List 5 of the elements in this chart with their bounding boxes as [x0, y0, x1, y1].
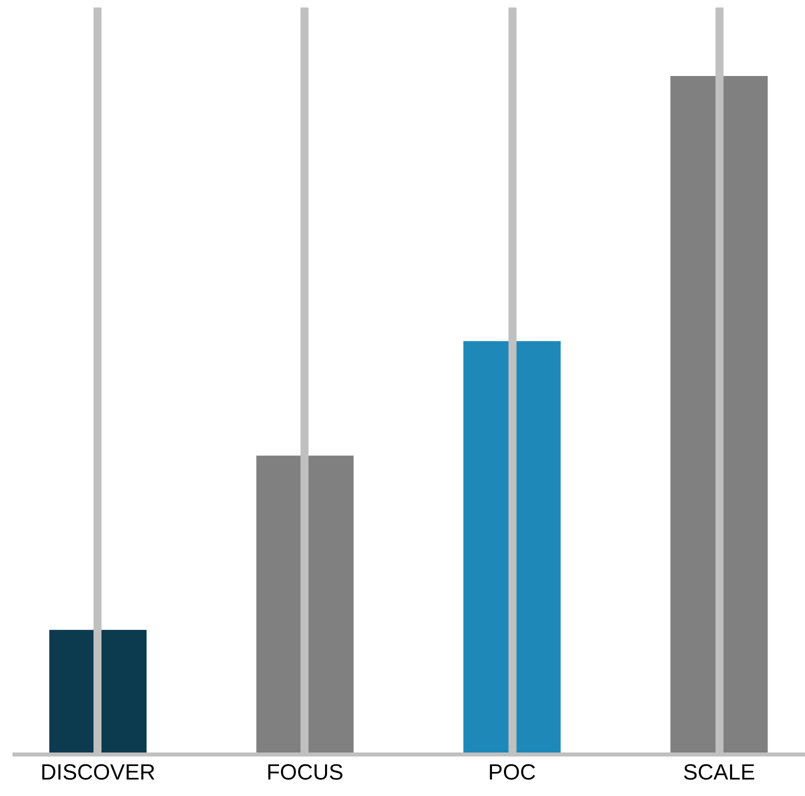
bar [49, 630, 147, 754]
x-tick-label: SCALE [682, 760, 756, 784]
x-tick-label: DISCOVER [40, 760, 156, 784]
x-tick-label: POC [488, 760, 536, 784]
x-tick-label: FOCUS [266, 760, 344, 784]
